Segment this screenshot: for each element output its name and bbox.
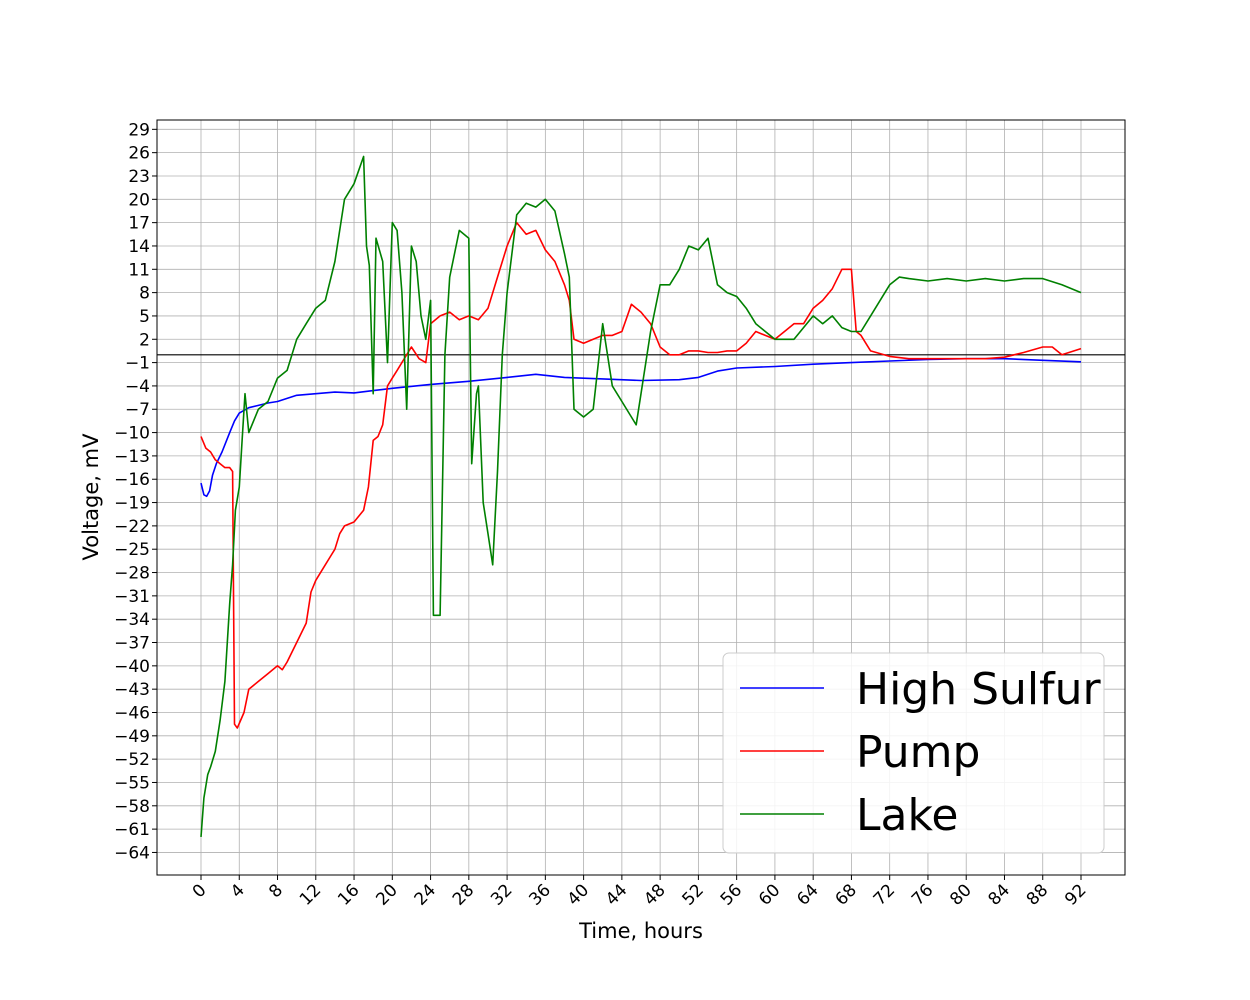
y-tick-label: −28 — [114, 564, 150, 584]
x-axis-ticks: 0 4 8 12 16 20 24 28 32 36 40 44 48 52 56 60 64 68 72 76 80 8… — [189, 875, 1091, 910]
x-tick-label: 60 — [755, 880, 784, 909]
y-axis-title: Voltage, mV — [79, 433, 103, 561]
x-tick-label: 56 — [717, 880, 746, 909]
y-tick-label: 29 — [128, 120, 150, 140]
y-tick-label: −64 — [114, 843, 150, 863]
x-tick-label: 20 — [372, 880, 401, 909]
legend-box — [722, 652, 1105, 854]
y-tick-label: −4 — [125, 377, 150, 397]
y-tick-label: −37 — [114, 634, 150, 654]
y-tick-label: −19 — [114, 494, 150, 514]
y-tick-label: 26 — [128, 144, 150, 164]
legend-label: High Sulfur — [856, 664, 1102, 715]
y-tick-label: −34 — [114, 610, 150, 630]
x-tick-label: 28 — [449, 880, 478, 909]
y-tick-label: −52 — [114, 750, 150, 770]
series-line-lake — [200, 155, 1082, 837]
y-tick-label: 2 — [139, 330, 150, 350]
y-tick-label: 8 — [139, 284, 150, 304]
y-tick-label: −1 — [125, 354, 150, 374]
y-tick-label: −7 — [125, 400, 150, 420]
x-tick-label: 36 — [525, 880, 554, 909]
x-tick-label: 64 — [793, 880, 822, 909]
x-tick-label: 32 — [487, 880, 516, 909]
y-tick-label: 23 — [128, 167, 150, 187]
series-line-pump — [200, 221, 1082, 729]
x-tick-label: 80 — [946, 880, 975, 909]
y-tick-label: −61 — [114, 820, 150, 840]
x-tick-label: 88 — [1023, 880, 1052, 909]
x-tick-label: 12 — [296, 880, 325, 909]
y-tick-label: −43 — [114, 680, 150, 700]
x-tick-label: 68 — [832, 880, 861, 909]
y-axis-ticks: 29 26 23 20 17 14 11 8 5 2 −1 −4 −7 −10 −13 −16 −19 −22 −2… — [114, 120, 157, 863]
plot-frame — [156, 119, 1126, 876]
series-line-high-sulfur — [200, 357, 1082, 498]
y-tick-label: −40 — [114, 657, 150, 677]
y-tick-label: −49 — [114, 727, 150, 747]
y-tick-label: 17 — [128, 214, 150, 234]
legend: High Sulfur Pump Lake — [722, 652, 1105, 854]
y-tick-label: −58 — [114, 797, 150, 817]
x-axis-title: Time, hours — [578, 919, 703, 943]
data-series — [200, 155, 1082, 837]
y-tick-label: −25 — [114, 540, 150, 560]
x-tick-label: 92 — [1061, 880, 1090, 909]
x-tick-label: 76 — [908, 880, 937, 909]
x-tick-label: 40 — [564, 880, 593, 909]
y-tick-label: −10 — [114, 424, 150, 444]
x-tick-label: 8 — [265, 880, 287, 902]
y-tick-label: 5 — [139, 307, 150, 327]
x-tick-label: 4 — [227, 880, 249, 902]
y-tick-label: −31 — [114, 587, 150, 607]
y-tick-label: −22 — [114, 517, 150, 537]
x-tick-label: 0 — [189, 880, 211, 902]
y-tick-label: 20 — [128, 190, 150, 210]
y-tick-label: −55 — [114, 773, 150, 793]
x-tick-label: 44 — [602, 880, 631, 909]
y-tick-label: −46 — [114, 703, 150, 723]
legend-label: Pump — [856, 727, 980, 778]
x-tick-label: 72 — [870, 880, 899, 909]
x-tick-label: 84 — [985, 880, 1014, 909]
y-tick-label: −13 — [114, 447, 150, 467]
legend-label: Lake — [856, 790, 958, 841]
x-tick-label: 48 — [640, 880, 669, 909]
x-tick-label: 16 — [334, 880, 363, 909]
y-tick-label: 11 — [128, 260, 150, 280]
x-tick-label: 52 — [678, 880, 707, 909]
y-tick-label: −16 — [114, 470, 150, 490]
x-tick-label: 24 — [411, 880, 440, 909]
y-tick-label: 14 — [128, 237, 150, 257]
